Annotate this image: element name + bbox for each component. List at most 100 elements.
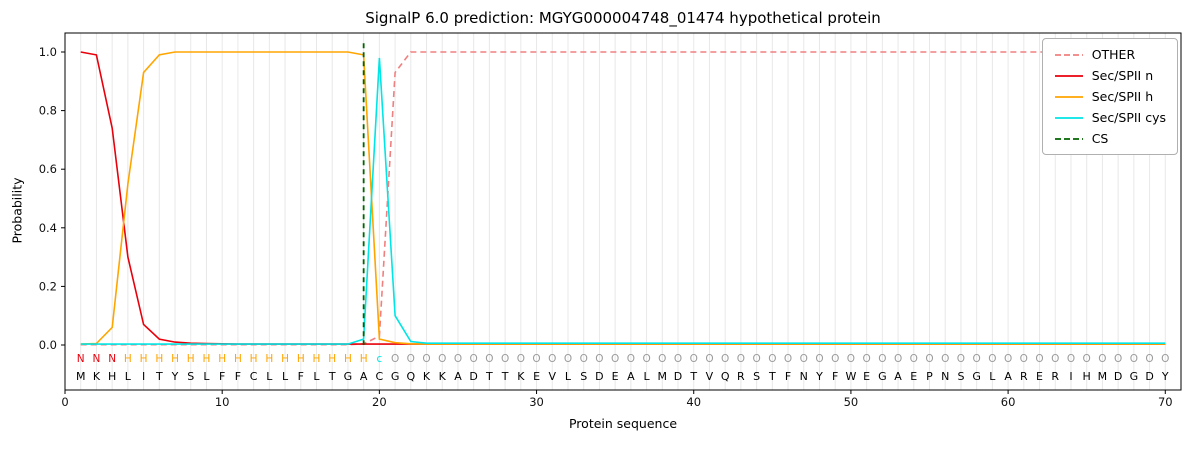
svg-text:L: L — [125, 370, 132, 383]
svg-text:O: O — [863, 353, 871, 365]
plot-frame — [64, 32, 1182, 391]
svg-text:T: T — [328, 370, 336, 383]
svg-text:G: G — [391, 370, 400, 383]
legend-label: Sec/SPII n — [1091, 68, 1154, 83]
svg-text:O: O — [831, 353, 839, 365]
svg-text:M: M — [76, 370, 86, 383]
svg-text:F: F — [832, 370, 838, 383]
svg-text:O: O — [674, 353, 682, 365]
svg-text:Y: Y — [815, 370, 823, 383]
legend-label: OTHER — [1091, 47, 1136, 62]
svg-text:A: A — [360, 370, 368, 383]
svg-text:O: O — [1145, 353, 1153, 365]
svg-text:O: O — [910, 353, 918, 365]
svg-text:G: G — [1130, 370, 1139, 383]
svg-text:Y: Y — [171, 370, 179, 383]
svg-text:G: G — [344, 370, 353, 383]
svg-text:0.2: 0.2 — [39, 279, 57, 293]
svg-text:H: H — [171, 353, 179, 365]
svg-text:H: H — [360, 353, 368, 365]
svg-text:H: H — [218, 353, 226, 365]
svg-text:R: R — [1020, 370, 1028, 383]
svg-text:0.6: 0.6 — [39, 162, 57, 176]
legend-item: OTHER — [1054, 47, 1166, 62]
svg-text:E: E — [1036, 370, 1043, 383]
svg-text:T: T — [155, 370, 163, 383]
svg-text:E: E — [612, 370, 619, 383]
series-sec-spii-cys — [80, 57, 1166, 345]
svg-text:H: H — [203, 353, 211, 365]
svg-text:O: O — [422, 353, 430, 365]
svg-text:20: 20 — [372, 395, 387, 409]
svg-text:V: V — [549, 370, 557, 383]
svg-text:30: 30 — [529, 395, 544, 409]
svg-text:K: K — [439, 370, 447, 383]
svg-text:O: O — [847, 353, 855, 365]
svg-text:H: H — [155, 353, 163, 365]
svg-text:O: O — [611, 353, 619, 365]
svg-text:O: O — [564, 353, 572, 365]
legend-line-swatch — [1054, 53, 1083, 56]
svg-text:G: G — [878, 370, 887, 383]
svg-text:0.0: 0.0 — [39, 338, 57, 352]
y-ticks: 0.0 0.2 0.4 0.6 0.8 1.0 — [39, 45, 65, 352]
x-ticks: 0 10 20 30 40 50 60 70 — [61, 390, 1173, 409]
legend-item: Sec/SPII n — [1054, 68, 1166, 83]
svg-text:O: O — [1020, 353, 1028, 365]
svg-text:T: T — [501, 370, 509, 383]
svg-text:0: 0 — [61, 395, 68, 409]
svg-text:A: A — [454, 370, 462, 383]
svg-text:K: K — [517, 370, 525, 383]
svg-text:O: O — [1098, 353, 1106, 365]
svg-text:H: H — [108, 370, 116, 383]
svg-text:O: O — [642, 353, 650, 365]
svg-text:O: O — [517, 353, 525, 365]
svg-text:L: L — [989, 370, 996, 383]
svg-text:L: L — [266, 370, 273, 383]
svg-text:E: E — [910, 370, 917, 383]
svg-text:R: R — [737, 370, 745, 383]
svg-text:D: D — [595, 370, 603, 383]
svg-text:O: O — [1114, 353, 1122, 365]
svg-text:O: O — [532, 353, 540, 365]
svg-text:L: L — [203, 370, 210, 383]
svg-text:O: O — [595, 353, 603, 365]
svg-text:L: L — [644, 370, 651, 383]
svg-text:T: T — [485, 370, 493, 383]
svg-text:O: O — [580, 353, 588, 365]
svg-text:H: H — [344, 353, 352, 365]
svg-text:E: E — [863, 370, 870, 383]
svg-text:A: A — [627, 370, 635, 383]
svg-text:H: H — [140, 353, 148, 365]
svg-text:0.8: 0.8 — [39, 104, 57, 118]
svg-text:70: 70 — [1158, 395, 1173, 409]
svg-text:O: O — [1051, 353, 1059, 365]
svg-text:P: P — [926, 370, 933, 383]
svg-text:N: N — [108, 353, 116, 365]
svg-text:c: c — [376, 353, 382, 365]
svg-text:O: O — [705, 353, 713, 365]
legend-line-swatch — [1054, 137, 1083, 140]
legend-label: Sec/SPII cys — [1091, 110, 1166, 125]
svg-text:O: O — [878, 353, 886, 365]
svg-text:R: R — [1051, 370, 1059, 383]
svg-text:S: S — [957, 370, 964, 383]
svg-text:50: 50 — [844, 395, 859, 409]
svg-text:O: O — [391, 353, 399, 365]
legend-label: CS — [1091, 131, 1109, 146]
svg-text:N: N — [93, 353, 101, 365]
svg-text:O: O — [941, 353, 949, 365]
svg-text:O: O — [470, 353, 478, 365]
svg-text:I: I — [1069, 370, 1072, 383]
svg-text:M: M — [1098, 370, 1108, 383]
svg-text:S: S — [187, 370, 194, 383]
svg-text:O: O — [721, 353, 729, 365]
x-axis-label: Protein sequence — [568, 416, 678, 431]
svg-text:D: D — [469, 370, 477, 383]
svg-text:H: H — [297, 353, 305, 365]
svg-text:O: O — [438, 353, 446, 365]
legend-line-swatch — [1054, 95, 1083, 98]
